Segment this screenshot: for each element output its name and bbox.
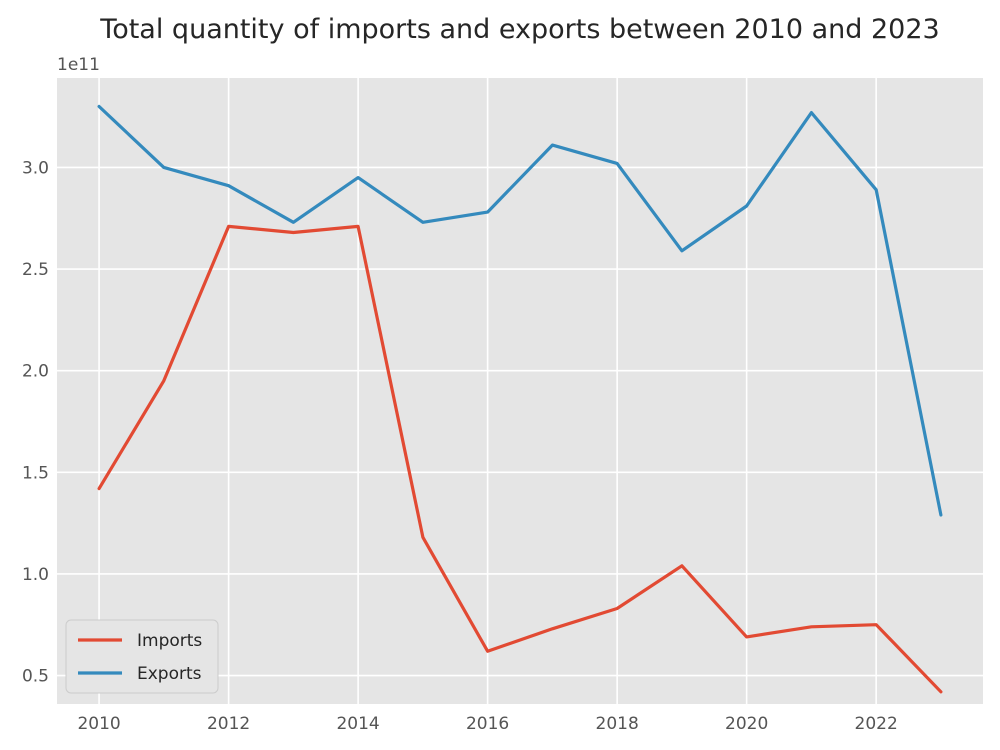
plot-area bbox=[57, 78, 983, 704]
y-tick-label: 2.0 bbox=[22, 362, 49, 382]
x-axis: 2010 2012 2014 2016 2018 2020 2022 bbox=[77, 714, 897, 734]
series-lines bbox=[97, 104, 943, 694]
y-tick-label: 0.5 bbox=[22, 667, 49, 687]
series-line-exports bbox=[97, 104, 943, 517]
offset-label: 1e11 bbox=[57, 55, 100, 75]
x-tick-label: 2018 bbox=[596, 714, 639, 734]
y-tick-label: 2.5 bbox=[22, 260, 49, 280]
y-tick-label: 1.0 bbox=[22, 565, 49, 585]
chart-title: Total quantity of imports and exports be… bbox=[99, 14, 939, 45]
series-line-imports bbox=[97, 224, 943, 694]
x-tick-label: 2012 bbox=[207, 714, 250, 734]
y-tick-label: 1.5 bbox=[22, 463, 49, 483]
legend-label-exports: Exports bbox=[137, 664, 202, 684]
x-tick-label: 2016 bbox=[466, 714, 509, 734]
legend: Imports Exports bbox=[65, 619, 219, 694]
y-axis: 0.5 1.0 1.5 2.0 2.5 3.0 bbox=[22, 158, 49, 686]
x-tick-label: 2010 bbox=[77, 714, 120, 734]
legend-label-imports: Imports bbox=[137, 631, 202, 651]
x-tick-label: 2014 bbox=[336, 714, 379, 734]
y-tick-label: 3.0 bbox=[22, 158, 49, 178]
x-tick-label: 2020 bbox=[725, 714, 768, 734]
legend-box bbox=[65, 619, 219, 694]
x-tick-label: 2022 bbox=[855, 714, 898, 734]
